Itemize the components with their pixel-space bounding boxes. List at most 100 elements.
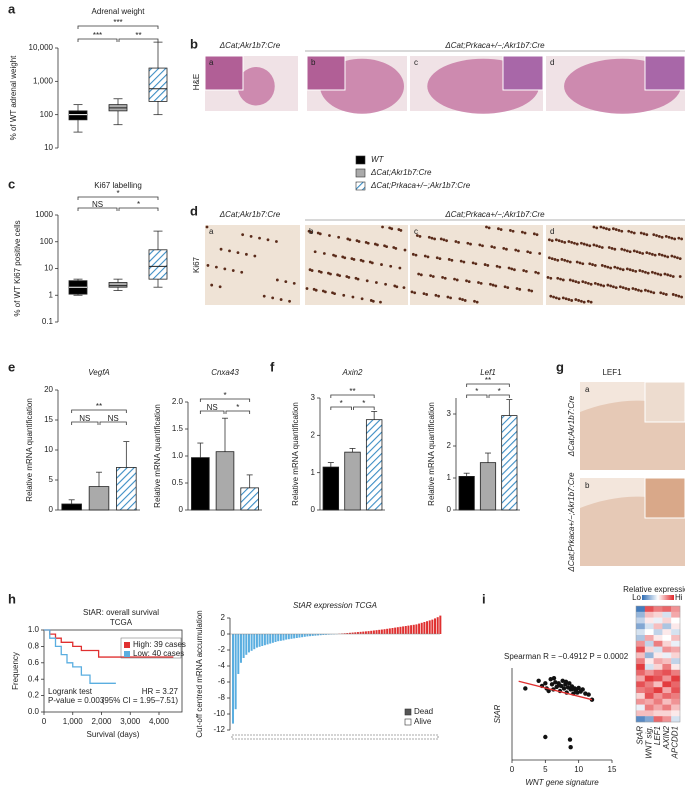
stained-nucleus: [527, 288, 531, 292]
stained-nucleus: [676, 256, 679, 260]
bar: [271, 634, 274, 643]
stained-nucleus: [609, 284, 613, 288]
stained-nucleus: [477, 281, 480, 284]
heatmap-cell: [671, 623, 681, 630]
bar: [436, 617, 439, 634]
heatmap-cell: [653, 669, 663, 676]
stained-nucleus: [357, 240, 361, 243]
stained-nucleus: [305, 287, 309, 290]
heatmap-cell: [653, 640, 663, 647]
bar: [356, 632, 359, 634]
y-axis-label: Relative mRNA quantification: [153, 404, 162, 508]
y-tick-label: 2: [311, 430, 316, 439]
bar: [402, 626, 405, 634]
stained-nucleus: [571, 279, 575, 283]
stained-nucleus: [399, 229, 403, 232]
stained-nucleus: [329, 272, 332, 276]
heatmap-cell: [662, 606, 672, 612]
stained-nucleus: [584, 281, 587, 284]
inset: [502, 55, 544, 91]
stained-nucleus: [657, 234, 661, 238]
image-label: a: [585, 385, 590, 394]
stained-nucleus: [370, 261, 374, 265]
heatmap-cell: [671, 629, 681, 636]
heatmap-cell: [636, 716, 645, 723]
stained-nucleus: [644, 270, 647, 274]
heatmap-cell: [644, 635, 654, 641]
stained-nucleus: [564, 297, 568, 301]
stained-nucleus: [205, 225, 209, 229]
stained-nucleus: [319, 270, 323, 274]
stained-nucleus: [447, 258, 451, 261]
heatmap-cell: [671, 664, 681, 670]
stained-nucleus: [473, 299, 476, 303]
heatmap-cell: [653, 629, 663, 636]
bar: [362, 631, 365, 634]
stained-nucleus: [609, 266, 613, 270]
stained-nucleus: [660, 253, 664, 257]
y-tick-label: 1.0: [172, 451, 184, 460]
heatmap-cell: [636, 681, 645, 688]
inset: [644, 477, 685, 519]
heatmap-cell: [671, 640, 681, 647]
significance-label: *: [498, 387, 501, 396]
stained-nucleus: [646, 289, 650, 293]
stained-nucleus: [511, 229, 515, 233]
stained-nucleus: [556, 276, 560, 280]
stained-nucleus: [271, 296, 275, 300]
stained-nucleus: [523, 231, 527, 235]
point: [567, 681, 572, 686]
stained-nucleus: [214, 265, 218, 269]
y-tick-label: 0: [49, 505, 54, 514]
stained-nucleus: [506, 286, 510, 290]
stained-nucleus: [645, 233, 649, 237]
stained-nucleus: [394, 246, 398, 250]
image-label: c: [414, 227, 418, 236]
stained-nucleus: [314, 288, 318, 292]
significance-label: **: [485, 376, 491, 385]
panel-letter: g: [556, 359, 564, 374]
stained-nucleus: [439, 237, 443, 241]
stained-nucleus: [669, 274, 672, 278]
box: [108, 282, 128, 288]
significance-bracket: [118, 207, 159, 211]
stained-nucleus: [667, 235, 671, 239]
stained-nucleus: [241, 233, 245, 237]
stained-nucleus: [638, 251, 642, 255]
stained-nucleus: [206, 264, 210, 267]
heatmap-cell: [644, 710, 654, 717]
stained-nucleus: [524, 270, 528, 273]
stained-nucleus: [443, 276, 447, 280]
stained-nucleus: [218, 285, 222, 289]
stained-nucleus: [606, 283, 610, 287]
heatmap-cell: [671, 606, 681, 612]
y-tick-label: 0: [179, 505, 184, 514]
significance-bracket: [199, 398, 251, 402]
significance-label: ***: [113, 18, 122, 27]
stained-nucleus: [284, 280, 288, 284]
stained-nucleus: [435, 256, 439, 260]
stained-nucleus: [635, 250, 639, 254]
micrograph: [205, 225, 300, 305]
chart-title: Adrenal weight: [92, 7, 146, 16]
stained-nucleus: [612, 227, 615, 231]
stained-nucleus: [446, 295, 450, 299]
chart-title: StAR: overall survival: [83, 608, 159, 617]
stained-nucleus: [580, 299, 583, 303]
stained-nucleus: [650, 270, 654, 274]
bar: [274, 634, 277, 642]
heatmap-cell: [671, 669, 681, 676]
heatmap-cell: [662, 646, 672, 653]
stained-nucleus: [422, 292, 426, 296]
stained-nucleus: [573, 241, 576, 245]
stained-nucleus: [371, 299, 375, 303]
significance-label: *: [475, 387, 478, 396]
stained-nucleus: [474, 262, 478, 266]
status-label: Dead: [414, 707, 433, 716]
stained-nucleus: [438, 257, 442, 260]
heatmap-cell: [653, 687, 663, 694]
chart-title: VegfA: [88, 368, 110, 377]
stained-nucleus: [253, 254, 257, 258]
bar: [303, 634, 306, 637]
y-tick-label: 3: [311, 393, 316, 402]
